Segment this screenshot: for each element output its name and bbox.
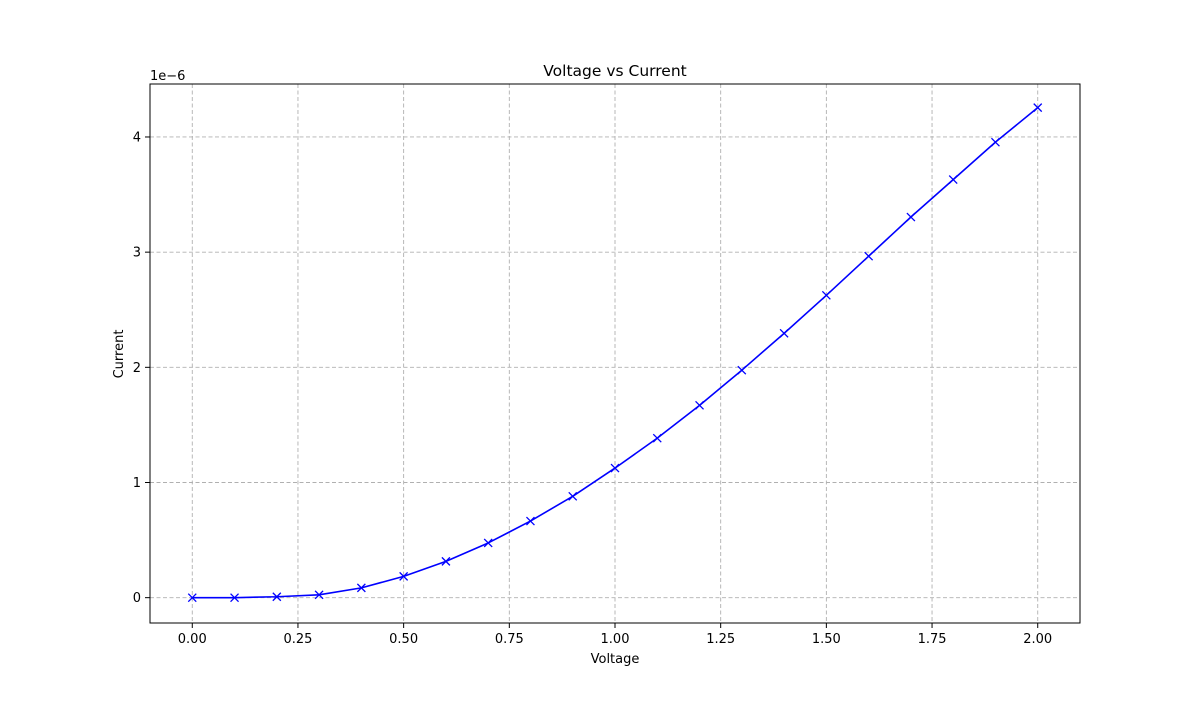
chart-title: Voltage vs Current [543,62,686,80]
marker-stroke [1033,103,1043,113]
x-tick-label: 2.00 [1023,632,1052,647]
y-tick-label: 2 [133,361,141,376]
data-point-marker [272,592,282,602]
marker-stroke [230,593,240,603]
marker-stroke [737,365,747,375]
marker-stroke [948,175,958,185]
data-point-marker [737,365,747,375]
marker-stroke [864,251,874,261]
x-tick-label: 1.50 [812,632,841,647]
y-tick-label: 1 [133,476,141,491]
x-tick-label: 1.75 [918,632,947,647]
marker-stroke [314,590,324,600]
data-point-marker [525,516,535,526]
y-axis-label: Current [112,330,127,379]
data-point-marker [230,593,240,603]
y-axis-offset-text: 1e−6 [150,69,185,84]
marker-stroke [272,592,282,602]
x-tick-label: 0.00 [178,632,207,647]
data-point-marker [568,491,578,501]
marker-stroke [990,137,1000,147]
marker-stroke [779,328,789,338]
data-point-marker [948,175,958,185]
data-point-marker [695,400,705,410]
data-point-marker [610,463,620,473]
marker-stroke [610,463,620,473]
marker-stroke [399,571,409,581]
marker-stroke [568,491,578,501]
x-tick-label: 0.25 [283,632,312,647]
y-tick-label: 4 [133,130,141,145]
data-point-marker [441,556,451,566]
data-point-marker [652,433,662,443]
x-tick-label: 1.25 [706,632,735,647]
y-tick-label: 3 [133,246,141,261]
data-point-marker [990,137,1000,147]
series-layer [187,103,1043,603]
marker-stroke [695,400,705,410]
data-point-marker [314,590,324,600]
x-axis-label: Voltage [591,652,640,667]
data-point-marker [1033,103,1043,113]
grid-layer [150,84,1080,623]
marker-stroke [821,290,831,300]
data-point-marker [483,538,493,548]
data-point-marker [906,212,916,222]
ticks-layer: 0.00 0.25 0.50 0.75 1.00 1.25 1.50 1.75 2.00 0 1 2 3… [133,130,1052,647]
data-point-marker [821,290,831,300]
data-point-marker [864,251,874,261]
x-tick-label: 0.50 [389,632,418,647]
marker-stroke [187,593,197,603]
marker-stroke [652,433,662,443]
data-point-marker [779,328,789,338]
data-point-marker [399,571,409,581]
marker-stroke [906,212,916,222]
marker-stroke [356,583,366,593]
marker-stroke [441,556,451,566]
x-tick-label: 0.75 [495,632,524,647]
data-point-marker [356,583,366,593]
marker-stroke [483,538,493,548]
data-point-marker [187,593,197,603]
x-tick-label: 1.00 [601,632,630,647]
marker-stroke [525,516,535,526]
y-tick-label: 0 [133,591,141,606]
